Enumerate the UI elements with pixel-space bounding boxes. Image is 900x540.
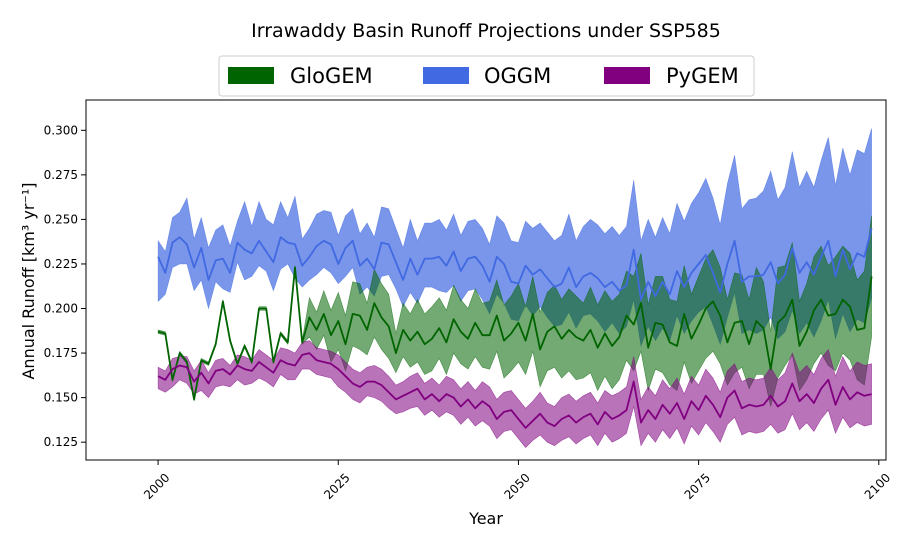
series-lines	[157, 228, 873, 429]
legend: GloGEM OGGM PyGEM	[218, 55, 755, 97]
legend-swatch-pygem	[604, 67, 650, 84]
plot-area	[157, 128, 873, 448]
band-glogem	[157, 215, 872, 407]
legend-swatch-oggm	[423, 67, 469, 84]
y-tick-label: 0.150	[44, 391, 78, 405]
chart-title: Irrawaddy Basin Runoff Projections under…	[251, 20, 721, 42]
y-tick-label: 0.175	[44, 346, 78, 360]
plot-frame	[85, 99, 887, 461]
line-pygem	[157, 352, 872, 429]
y-axis-label: Annual Runoff [km³ yr⁻¹]	[19, 182, 38, 379]
y-tick-label: 0.300	[44, 123, 78, 137]
legend-frame	[218, 55, 755, 97]
legend-swatch-glogem	[228, 67, 274, 84]
x-axis-label: Year	[468, 509, 503, 528]
y-tick-label: 0.250	[44, 212, 78, 226]
y-axis: 0.125 0.150 0.175 0.200 0.225 0.250 0.275 0.300	[44, 123, 86, 449]
y-tick-label: 0.125	[44, 435, 78, 449]
line-oggm	[157, 228, 873, 301]
legend-label-glogem: GloGEM	[290, 64, 373, 88]
legend-label-pygem: PyGEM	[666, 64, 739, 88]
y-tick-label: 0.200	[44, 302, 78, 316]
legend-label-oggm: OGGM	[484, 64, 551, 88]
y-tick-label: 0.225	[44, 257, 78, 271]
y-tick-label: 0.275	[44, 168, 78, 182]
line-glogem	[157, 266, 873, 401]
